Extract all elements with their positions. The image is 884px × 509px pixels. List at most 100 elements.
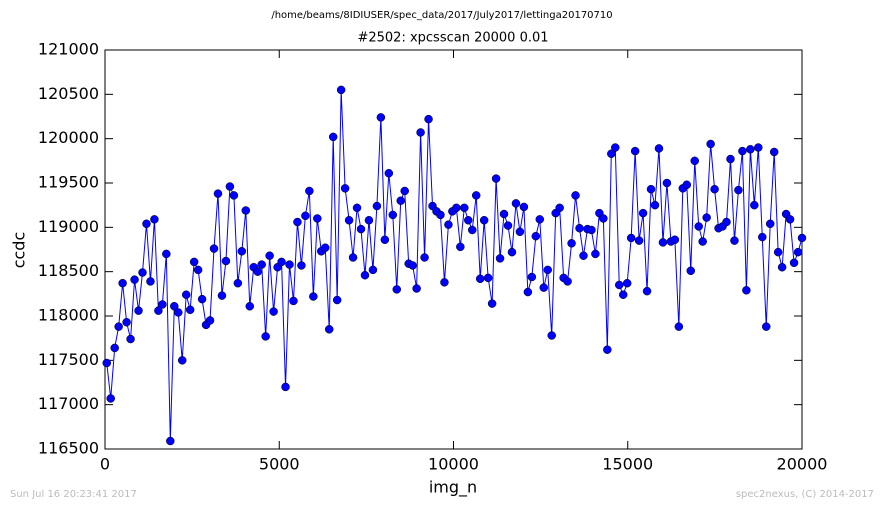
data-point	[328, 132, 338, 142]
data-point	[611, 143, 620, 152]
data-point	[281, 382, 290, 392]
data-point	[460, 203, 469, 213]
data-point	[205, 316, 215, 325]
data-point	[384, 168, 394, 178]
y-tick-label: 117000	[38, 394, 99, 413]
data-point	[436, 210, 445, 220]
data-point	[702, 213, 711, 222]
data-point	[698, 237, 707, 246]
data-point	[555, 203, 564, 213]
data-point	[344, 215, 354, 225]
data-point	[348, 253, 358, 262]
data-point	[571, 191, 580, 200]
data-point	[531, 231, 541, 241]
data-point	[289, 296, 298, 306]
data-point	[511, 199, 521, 208]
x-tick-label: 0	[100, 455, 110, 474]
data-point	[626, 233, 636, 243]
data-point	[607, 149, 616, 158]
data-point	[114, 322, 123, 331]
data-point	[209, 244, 219, 253]
data-point	[177, 356, 187, 365]
data-point	[146, 277, 155, 286]
data-point	[340, 184, 350, 193]
y-tick-label: 119000	[38, 217, 99, 236]
data-point	[130, 275, 139, 284]
data-point	[368, 265, 378, 275]
footer-left: Sun Jul 16 20:23:41 2017	[10, 489, 137, 500]
data-point	[197, 294, 207, 304]
data-point	[122, 317, 131, 327]
data-point	[579, 251, 588, 260]
data-point	[726, 154, 735, 164]
data-point	[789, 258, 799, 268]
footer-right: spec2nexus, (C) 2014-2017	[736, 489, 874, 500]
data-point	[277, 257, 286, 267]
data-point	[479, 215, 489, 225]
data-point	[690, 156, 699, 166]
data-point	[126, 334, 135, 344]
data-point	[229, 191, 239, 200]
data-point	[662, 178, 672, 188]
data-point	[269, 307, 278, 316]
data-point	[158, 300, 167, 309]
data-point	[471, 191, 481, 200]
data-point	[634, 236, 644, 245]
data-point	[352, 203, 362, 213]
data-point	[599, 214, 608, 223]
data-point	[372, 201, 382, 211]
data-point	[456, 242, 465, 252]
x-tick-label: 15000	[602, 455, 653, 474]
data-point	[738, 146, 747, 156]
data-point	[507, 247, 517, 257]
data-point	[765, 219, 775, 229]
data-point	[416, 128, 425, 137]
data-point	[654, 144, 664, 153]
data-point	[324, 325, 334, 334]
data-point	[241, 206, 251, 215]
data-point	[758, 232, 767, 242]
data-point	[221, 256, 231, 266]
data-point	[400, 186, 409, 196]
y-tick-label: 119500	[38, 173, 99, 192]
data-point	[710, 184, 719, 194]
data-point	[483, 273, 493, 283]
data-point	[245, 301, 255, 311]
data-point	[614, 280, 624, 290]
data-point	[722, 217, 731, 227]
data-point	[162, 249, 171, 259]
data-point	[618, 290, 628, 299]
data-point	[491, 174, 501, 183]
x-tick-label: 10000	[428, 455, 479, 474]
data-point	[503, 221, 513, 230]
data-point	[773, 247, 783, 257]
data-point	[336, 85, 346, 95]
data-point	[587, 225, 596, 235]
data-point	[185, 305, 195, 315]
data-point	[638, 208, 648, 218]
data-point	[515, 227, 525, 237]
data-point	[412, 284, 421, 293]
data-point	[746, 145, 755, 154]
data-point	[110, 343, 119, 353]
data-point	[356, 224, 366, 234]
data-point	[166, 436, 175, 446]
data-point	[674, 322, 684, 331]
data-point	[424, 114, 433, 124]
plot-frame	[104, 49, 803, 450]
data-point	[142, 219, 151, 229]
data-point	[257, 260, 266, 269]
data-point	[475, 274, 485, 284]
data-point	[106, 394, 115, 403]
data-point	[706, 139, 715, 149]
y-tick-label: 120500	[38, 84, 99, 103]
data-point	[567, 239, 576, 248]
data-point	[225, 182, 235, 191]
data-point	[793, 247, 803, 257]
data-point	[237, 247, 247, 256]
data-point	[682, 180, 692, 190]
data-point	[535, 215, 545, 224]
data-point	[265, 251, 274, 260]
data-point	[118, 278, 127, 288]
data-point	[364, 215, 374, 225]
